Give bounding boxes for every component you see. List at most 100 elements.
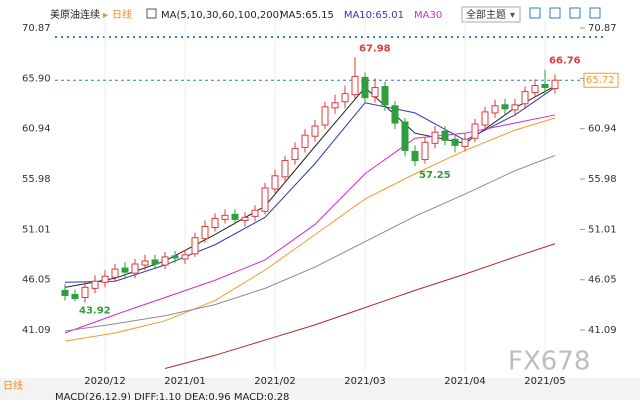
extreme-label: 66.76 xyxy=(549,56,581,67)
last-price-label: 65.72 xyxy=(586,75,615,86)
y-tick-label: 51.01 xyxy=(22,224,51,235)
y-tick-label: 55.98 xyxy=(22,174,51,185)
candle-body xyxy=(391,105,399,124)
ma-line xyxy=(64,117,556,342)
x-tick-label: 2021/03 xyxy=(344,376,386,387)
candle-body xyxy=(451,138,459,146)
candle-body xyxy=(351,75,359,96)
last-price-tag xyxy=(583,72,619,88)
candle-body xyxy=(221,214,229,220)
legend-entry: MA10:65.01 xyxy=(344,10,404,21)
tool-icon[interactable] xyxy=(569,7,581,19)
candle-body xyxy=(411,150,419,162)
ma-line xyxy=(164,243,556,369)
ma-line xyxy=(64,87,556,283)
tool-icon[interactable] xyxy=(549,7,561,19)
theme-button-label[interactable]: 全部主题 xyxy=(466,8,506,21)
period-toggle[interactable]: ▸ xyxy=(103,10,108,21)
tool-icon[interactable] xyxy=(529,7,541,19)
extreme-label: 57.25 xyxy=(419,170,451,181)
candle-body xyxy=(421,141,429,161)
theme-button-box[interactable] xyxy=(461,6,521,23)
candle-body xyxy=(201,225,209,240)
candle-body xyxy=(131,263,139,274)
tool-icon[interactable] xyxy=(589,7,601,19)
x-tick-label: 2021/02 xyxy=(254,376,296,387)
y-tick-label: 60.94 xyxy=(588,124,617,135)
legend-entry: MA5:65.15 xyxy=(280,10,334,21)
candle-body xyxy=(251,209,259,217)
candle-body xyxy=(381,86,389,106)
candle-body xyxy=(441,130,449,141)
candle-body xyxy=(151,259,159,265)
candle-body xyxy=(311,125,319,137)
candle-body xyxy=(261,187,269,212)
macd-label: MACD(26,12,9) DIFF:1.10 DEA:0.96 MACD:0.… xyxy=(55,392,289,400)
candle-body xyxy=(491,105,499,114)
candle-body xyxy=(101,275,109,283)
candle-body xyxy=(161,256,169,266)
candle-body xyxy=(91,280,99,289)
ma-label: MA(5,10,30,60,100,200) xyxy=(161,10,283,21)
candle-body xyxy=(481,111,489,126)
candle-body xyxy=(291,147,299,161)
candle-body xyxy=(141,260,149,266)
bottom-bar xyxy=(0,378,640,400)
candle-body xyxy=(281,160,289,178)
candle-body xyxy=(371,87,379,98)
ma-checkbox[interactable] xyxy=(146,8,157,19)
candle-body xyxy=(271,175,279,190)
y-tick-label: 46.05 xyxy=(22,275,51,286)
candle-body xyxy=(471,123,479,139)
symbol: 美原油连续 xyxy=(50,8,100,21)
theme-button[interactable]: 全部主题 ▾ xyxy=(461,6,521,23)
candle-body xyxy=(501,104,509,110)
extreme-label: 67.98 xyxy=(359,43,391,54)
y-tick-label: 51.01 xyxy=(588,224,617,235)
candle-body xyxy=(541,84,549,89)
candle-body xyxy=(71,293,79,299)
x-tick-label: 2021/05 xyxy=(524,376,566,387)
y-tick-label: 41.09 xyxy=(22,325,51,336)
y-tick-label: 55.98 xyxy=(588,174,617,185)
toolbar xyxy=(529,7,601,19)
candle-body xyxy=(521,91,529,105)
candle-body xyxy=(231,213,239,220)
y-tick-label: 70.87 xyxy=(588,23,617,34)
theme-button-arrow[interactable]: ▾ xyxy=(510,10,515,21)
candle-body xyxy=(301,134,309,148)
candle-body xyxy=(181,254,189,260)
y-tick-label: 46.05 xyxy=(588,275,617,286)
candle-body xyxy=(461,138,469,147)
period[interactable]: 日线 xyxy=(112,8,132,21)
candle-body xyxy=(361,76,369,99)
y-tick-label: 70.87 xyxy=(22,23,51,34)
y-tick-label: 60.94 xyxy=(22,124,51,135)
candle-body xyxy=(111,268,119,278)
extreme-label: 43.92 xyxy=(79,305,111,316)
watermark: FX678 xyxy=(508,347,590,377)
x-tick-label: 2020/12 xyxy=(84,376,126,387)
x-tick-label: 2021/04 xyxy=(444,376,486,387)
candle-body xyxy=(171,255,179,259)
candle-body xyxy=(191,237,199,255)
candle-body xyxy=(331,102,339,109)
candle-body xyxy=(511,104,519,111)
legend-entry: MA30 xyxy=(414,10,442,21)
candle-body xyxy=(321,106,329,126)
candle-body xyxy=(81,286,89,298)
y-tick-label: 65.90 xyxy=(22,73,51,84)
candle-body xyxy=(551,79,559,90)
candle-body xyxy=(61,289,69,296)
ma-line xyxy=(64,114,556,334)
candle-body xyxy=(431,131,439,144)
candle-body xyxy=(401,121,409,151)
candle-body xyxy=(341,93,349,103)
candle-body xyxy=(211,217,219,229)
bottom-period[interactable]: 日线 xyxy=(3,379,23,392)
candle-body xyxy=(531,85,539,94)
x-tick-label: 2021/01 xyxy=(164,376,206,387)
candle-body xyxy=(241,216,249,221)
